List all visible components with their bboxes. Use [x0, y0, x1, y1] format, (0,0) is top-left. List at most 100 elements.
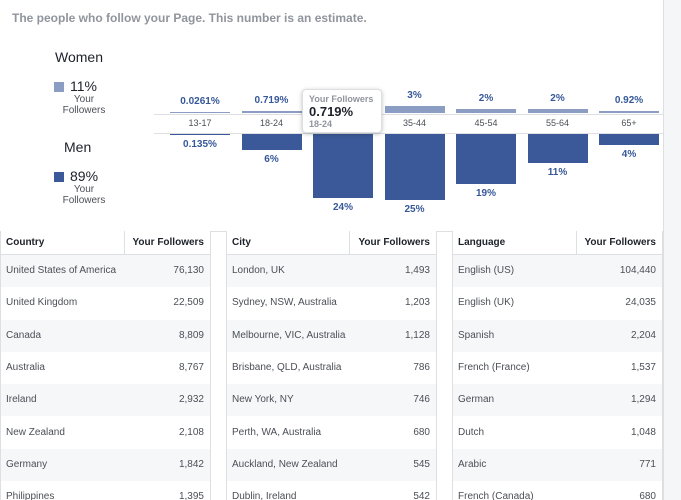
table-row: London, UK 1,493: [227, 255, 436, 287]
city-table: City Your Followers London, UK 1,493 Sydne…: [226, 231, 437, 500]
men-value-13-17: 0.135%: [183, 139, 217, 150]
row-name: Perth, WA, Australia: [232, 426, 322, 438]
row-followers: 104,440: [619, 265, 656, 276]
table-row: Spanish 2,204: [453, 319, 662, 352]
city-followers-header[interactable]: Your Followers: [358, 237, 431, 248]
row-followers: 8,767: [178, 361, 204, 373]
age-gender-chart: 13-170.0261%0.135%18-240.719%6%25-3424%3…: [0, 0, 663, 230]
row-name: Arabic: [458, 458, 487, 470]
women-bar-65+[interactable]: [599, 110, 659, 113]
language-column-header[interactable]: Language: [458, 237, 506, 248]
country-followers-header[interactable]: Your Followers: [132, 237, 205, 248]
row-name: London, UK: [232, 265, 285, 276]
country-table-header: Country Your Followers: [1, 231, 210, 255]
women-value-18-24: 0.719%: [254, 95, 289, 107]
women-swatch: [54, 82, 64, 92]
row-followers: 1,395: [178, 491, 204, 500]
table-row: Brisbane, QLD, Australia 786: [227, 352, 436, 384]
table-row: Germany 1,842: [1, 448, 210, 481]
men-bar-55-64[interactable]: [527, 134, 588, 164]
men-percent: 89%: [70, 168, 99, 184]
row-followers: 1,294: [630, 394, 656, 406]
men-value-35-44: 25%: [404, 204, 425, 216]
header-divider: [349, 231, 350, 255]
men-bar-65+[interactable]: [599, 134, 659, 145]
row-followers: 542: [413, 491, 430, 500]
row-name: English (UK): [458, 297, 515, 309]
row-name: Philippines: [6, 491, 55, 500]
row-name: Dutch: [458, 426, 485, 438]
women-value-45-54: 2%: [478, 92, 494, 104]
men-bar-45-54[interactable]: [456, 134, 516, 185]
table-row: Australia 8,767: [1, 352, 210, 384]
row-followers: 746: [413, 394, 430, 406]
row-name: Brisbane, QLD, Australia: [232, 361, 342, 373]
language-followers-header[interactable]: Your Followers: [584, 237, 657, 248]
row-followers: 1,493: [404, 265, 430, 276]
row-followers: 76,130: [173, 265, 204, 276]
scroll-edge: [663, 0, 681, 500]
chart-tooltip: Your Followers 0.719% 18-24: [302, 89, 382, 133]
age-label-55-64: 55-64: [545, 118, 570, 128]
row-followers: 24,035: [625, 297, 656, 309]
men-bar-35-44[interactable]: [384, 134, 445, 201]
row-name: Australia: [6, 361, 45, 373]
women-bar-45-54[interactable]: [456, 108, 516, 113]
row-followers: 786: [413, 361, 430, 373]
table-row: United States of America 76,130: [1, 255, 210, 287]
women-title: Women: [55, 49, 103, 65]
row-followers: 1,537: [630, 361, 656, 373]
table-row: Dutch 1,048: [453, 417, 662, 449]
page-subtitle: The people who follow your Page. This nu…: [12, 11, 367, 25]
row-followers: 545: [413, 458, 430, 470]
row-followers: 1,048: [630, 426, 656, 438]
women-label-line1: Your: [73, 94, 95, 105]
row-name: Melbourne, VIC, Australia: [232, 329, 346, 341]
row-name: French (Canada): [458, 491, 534, 500]
age-label-65+: 65+: [621, 118, 637, 128]
row-followers: 1,842: [178, 458, 204, 470]
women-followers-label: Your Followers: [58, 94, 110, 116]
table-row: United Kingdom 22,509: [1, 287, 210, 319]
table-row: Perth, WA, Australia 680: [227, 417, 436, 449]
men-value-65+: 4%: [621, 148, 637, 160]
women-bar-13-17[interactable]: [170, 112, 230, 113]
row-followers: 680: [639, 491, 656, 500]
row-followers: 771: [639, 458, 656, 470]
women-bar-55-64[interactable]: [527, 108, 588, 113]
age-label-35-44: 35-44: [402, 118, 427, 128]
tooltip-title: Your Followers: [309, 94, 374, 104]
men-bar-13-17[interactable]: [170, 134, 230, 135]
table-row: Melbourne, VIC, Australia 1,128: [227, 319, 436, 352]
women-bar-18-24[interactable]: [241, 111, 302, 113]
men-bar-18-24[interactable]: [241, 134, 302, 150]
table-row: Ireland 2,932: [1, 384, 210, 417]
country-table: Country Your Followers United States of …: [0, 231, 211, 500]
women-bar-35-44[interactable]: [384, 106, 445, 113]
row-name: French (France): [458, 361, 530, 373]
men-swatch: [54, 172, 64, 182]
city-table-header: City Your Followers: [227, 231, 436, 255]
header-divider: [576, 231, 577, 255]
row-followers: 2,204: [630, 329, 656, 341]
men-label-line2: Followers: [62, 195, 106, 206]
row-name: English (US): [458, 265, 515, 276]
header-divider: [124, 231, 125, 255]
city-column-header[interactable]: City: [232, 237, 251, 248]
row-name: Auckland, New Zealand: [232, 458, 338, 470]
row-name: Ireland: [6, 394, 37, 406]
table-row: New York, NY 746: [227, 384, 436, 417]
language-table-header: Language Your Followers: [453, 231, 662, 255]
table-row: German 1,294: [453, 384, 662, 417]
row-name: Canada: [6, 329, 42, 341]
women-value-55-64: 2%: [550, 92, 565, 104]
men-label-line1: Your: [73, 184, 95, 195]
country-column-header[interactable]: Country: [6, 237, 45, 248]
row-name: Sydney, NSW, Australia: [232, 297, 337, 309]
table-row: Canada 8,809: [1, 319, 210, 352]
men-bar-25-34[interactable]: [313, 134, 373, 198]
women-percent: 11%: [70, 78, 97, 94]
women-value-13-17: 0.0261%: [180, 96, 220, 107]
table-row: Philippines 1,395: [1, 481, 210, 500]
men-followers-label: Your Followers: [58, 184, 110, 206]
